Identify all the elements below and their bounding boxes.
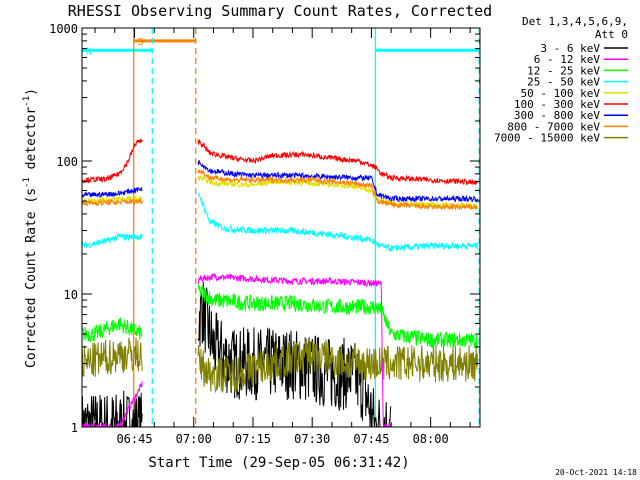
series-line-8 [82,337,479,394]
series-lines [82,138,479,427]
y-axis-label: Corrected Count Rate (s-1 detector-1) [22,88,39,368]
footer-date: 20-Oct-2021 14:18 [555,468,637,477]
y-axis-label-part1: Corrected Count Rate (s [24,188,39,368]
axis-ticks: 1 10 100 1000 06:45 07:00 07:15 07:30 07:45 08:00 [49,22,481,446]
y-tick-label-0: 1 [71,421,78,435]
series-line-3 [82,191,479,252]
x-tick-label-5: 08:00 [413,432,449,446]
legend-label-4: 50 - 100 keV [521,87,601,100]
series-line-2 [82,284,479,349]
legend-label-2: 12 - 25 keV [527,64,600,77]
y-axis-label-sup2: -1 [22,96,32,107]
y-axis-label-part2: detector [24,107,39,178]
observing-bar-label-S: S [138,37,144,48]
series-line-7 [82,168,478,211]
series-line-5 [82,138,478,186]
chart-title: RHESSI Observing Summary Count Rates, Co… [68,2,492,20]
legend-header-line2: Att 0 [595,28,628,41]
x-axis-label: Start Time (29-Sep-05 06:31:42) [148,455,409,471]
x-tick-label-2: 07:15 [235,432,271,446]
series-line-6 [82,160,479,203]
legend-label-5: 100 - 300 keV [514,98,600,111]
y-tick-label-1: 10 [64,288,78,302]
observing-bar-label-N: N [86,46,92,57]
plot-frame [81,27,481,428]
legend-label-0: 3 - 6 keV [540,42,600,55]
y-axis-label-sup1: -1 [22,177,32,188]
legend-label-7: 800 - 7000 keV [507,120,600,133]
y-axis-label-part3: ) [24,88,39,96]
y-tick-label-3: 1000 [49,22,78,36]
series-line-0 [82,281,392,427]
y-tick-label-2: 100 [56,155,78,169]
x-tick-label-0: 06:45 [116,432,152,446]
legend-label-1: 6 - 12 keV [534,53,601,66]
legend-header-line1: Det 1,3,4,5,6,9, [522,15,628,28]
legend-label-6: 300 - 800 keV [514,109,600,122]
x-tick-label-1: 07:00 [176,432,212,446]
observing-bars: SN [82,37,480,57]
x-tick-label-3: 07:30 [294,432,330,446]
x-tick-label-4: 07:45 [353,432,389,446]
legend-label-3: 25 - 50 keV [527,76,600,89]
legend-label-8: 7000 - 15000 keV [494,132,600,145]
